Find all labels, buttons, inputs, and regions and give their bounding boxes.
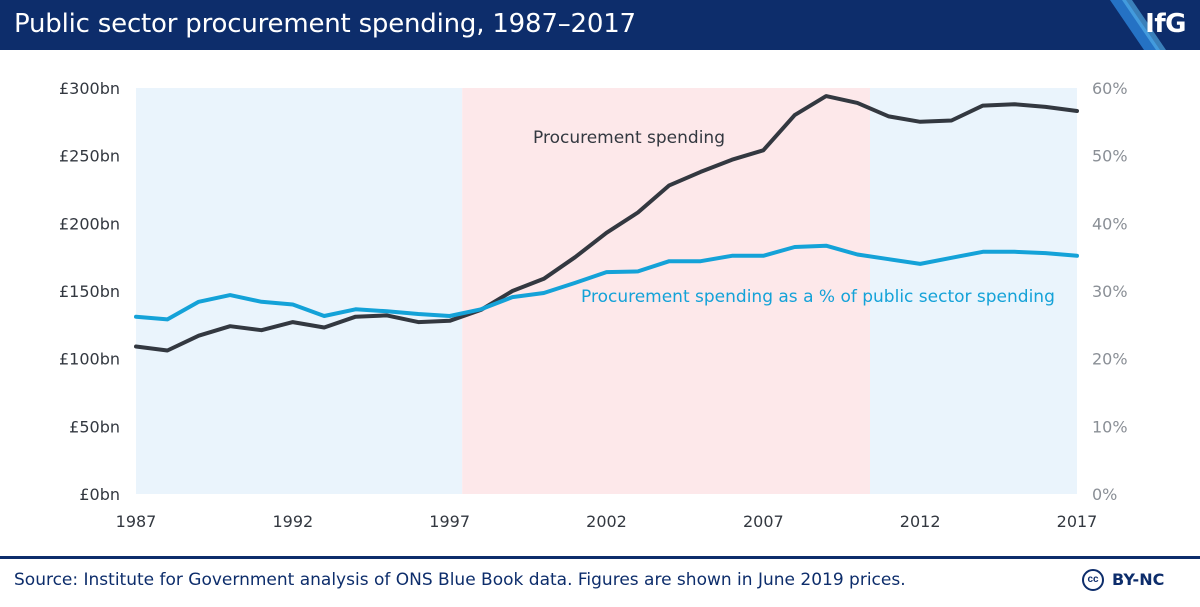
y-right-tick-label: 30% xyxy=(1092,282,1128,301)
license-badge: cc BY-NC xyxy=(1082,567,1182,595)
x-tick-label: 1987 xyxy=(116,512,157,531)
x-tick-label: 1992 xyxy=(272,512,313,531)
y-left-tick-label: £0bn xyxy=(79,485,120,504)
series-label-0: Procurement spending xyxy=(533,128,725,148)
series-line-1 xyxy=(134,243,1079,322)
license-text: BY-NC xyxy=(1112,570,1165,589)
y-left-tick-label: £300bn xyxy=(59,79,120,98)
shaded-period-1 xyxy=(462,88,870,494)
y-right-tick-label: 50% xyxy=(1092,147,1128,166)
series-line-0 xyxy=(134,94,1079,353)
y-left-tick-label: £100bn xyxy=(59,350,120,369)
x-tick-label: 2012 xyxy=(900,512,941,531)
y-axis-left: £0bn £50bn £100bn £150bn £200bn £250bn £300bn xyxy=(59,79,120,504)
series-label-1: Procurement spending as a % of public se… xyxy=(581,287,1055,307)
y-right-tick-label: 40% xyxy=(1092,214,1128,233)
chart-area: £0bn £50bn £100bn £150bn £200bn £250bn £300bn … xyxy=(0,50,1200,555)
y-right-tick-label: 0% xyxy=(1092,485,1117,504)
y-left-tick-label: £150bn xyxy=(59,282,120,301)
ifg-logo: IfG xyxy=(1080,0,1200,50)
footer-divider xyxy=(0,556,1200,559)
x-axis: 1987 1992 1997 2002 2007 2012 2017 xyxy=(116,512,1098,531)
header-bar: Public sector procurement spending, 1987… xyxy=(0,0,1200,50)
line-chart: £0bn£50bn£100bn£150bn£200bn£250bn£300bn … xyxy=(59,79,1128,531)
y-right-tick-label: 20% xyxy=(1092,350,1128,369)
y-left-tick-label: £50bn xyxy=(69,417,120,436)
shaded-period-2 xyxy=(869,88,1077,494)
logo-stripe-icon xyxy=(1110,0,1166,50)
y-left-tick-label: £200bn xyxy=(59,214,120,233)
y-left-tick-label: £250bn xyxy=(59,147,120,166)
series-labels: Procurement spending Procurement spending… xyxy=(533,128,1055,307)
logo-text: IfG xyxy=(1145,9,1186,39)
x-tick-label: 1997 xyxy=(429,512,470,531)
x-tick-label: 2017 xyxy=(1057,512,1098,531)
shaded-period-0 xyxy=(136,88,463,494)
page-title: Public sector procurement spending, 1987… xyxy=(14,9,636,39)
x-tick-label: 2002 xyxy=(586,512,627,531)
y-right-tick-label: 10% xyxy=(1092,417,1128,436)
shaded-periods xyxy=(136,88,1077,494)
y-right-tick-label: 60% xyxy=(1092,79,1128,98)
y-axis-right: 0% 10% 20% 30% 40% 50% 60% xyxy=(1092,79,1128,504)
x-tick-label: 2007 xyxy=(743,512,784,531)
creative-commons-icon: cc xyxy=(1082,569,1104,591)
series-lines xyxy=(134,94,1079,353)
source-note: Source: Institute for Government analysi… xyxy=(14,570,906,590)
